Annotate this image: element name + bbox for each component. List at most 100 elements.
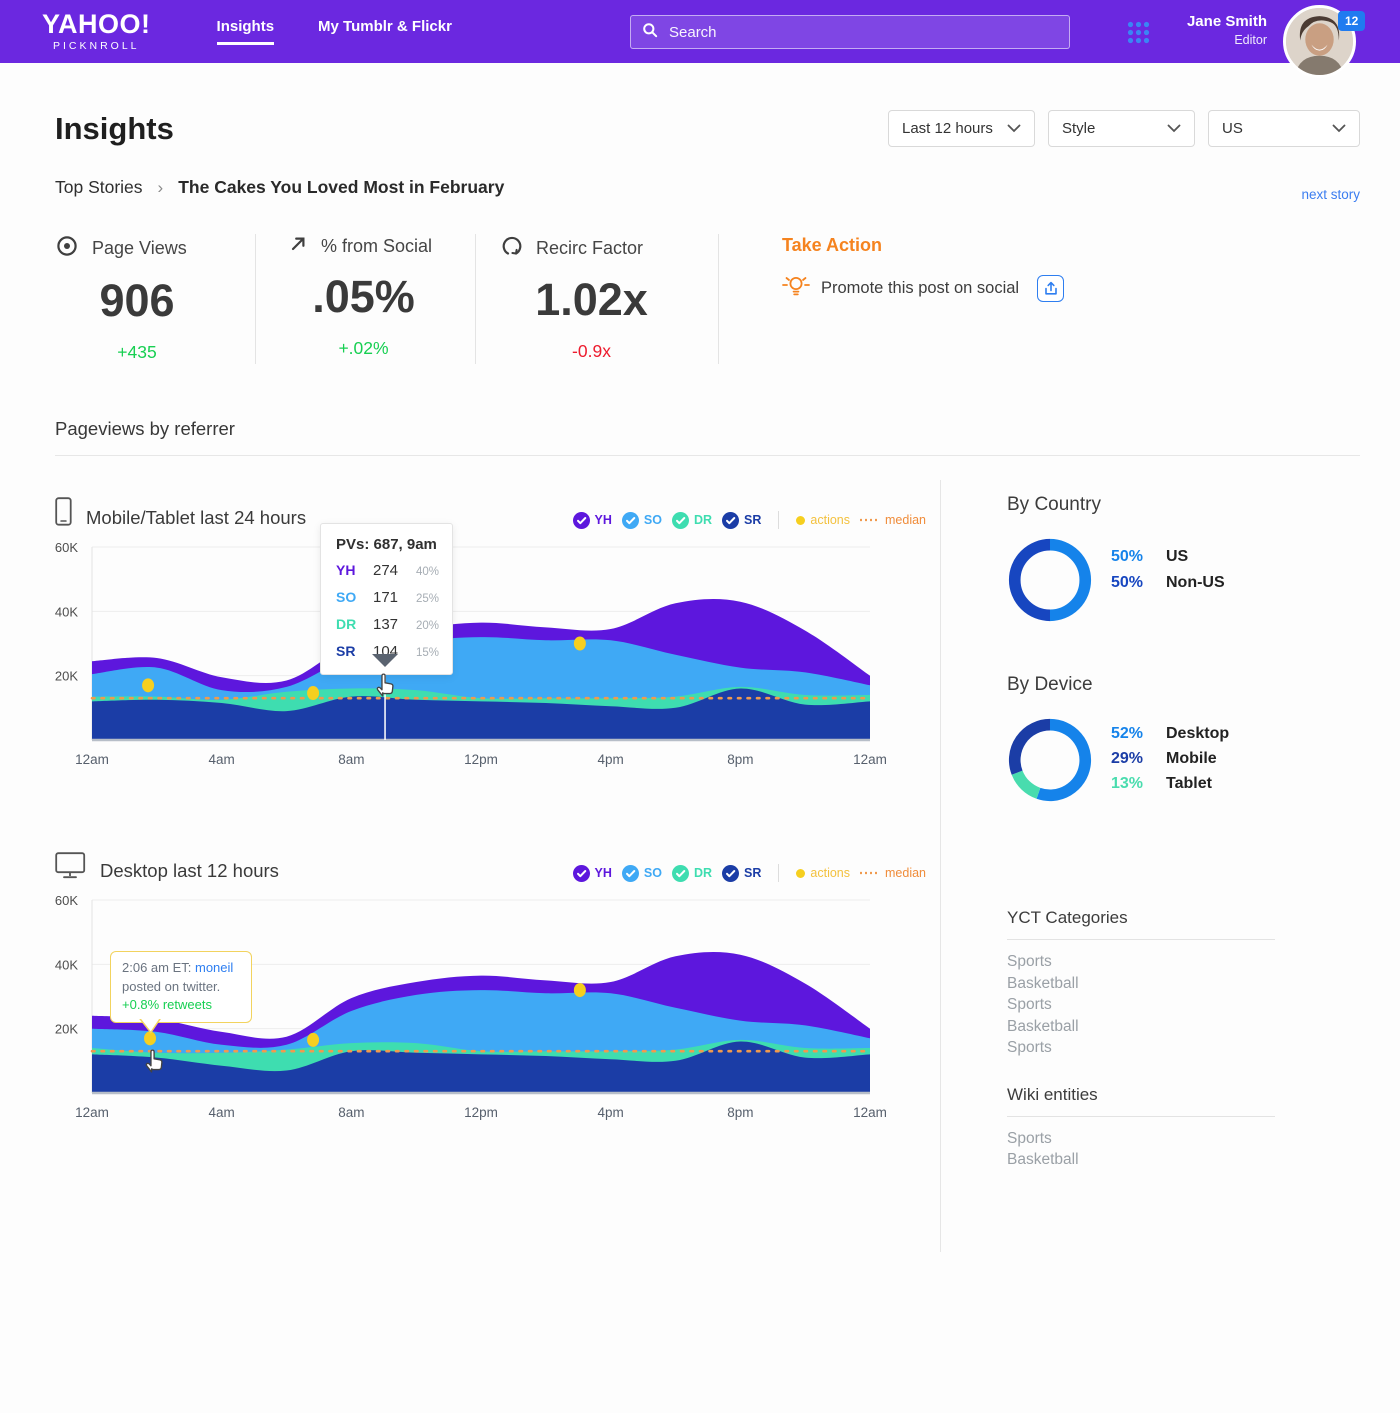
legend-toggle-sr[interactable]: SR bbox=[722, 864, 761, 882]
by-device-section: By Device 52% Desktop 29% Mobile 1 bbox=[1007, 674, 1360, 808]
section-divider bbox=[55, 455, 1360, 456]
action-dot[interactable] bbox=[144, 1031, 157, 1046]
by-country-section: By Country 50% US 50% Non-US bbox=[1007, 494, 1360, 628]
take-action-panel: Take Action Promote this post on social bbox=[782, 234, 1065, 302]
check-circle-icon bbox=[722, 511, 740, 529]
legend-separator bbox=[778, 511, 780, 529]
legend-label: median bbox=[885, 513, 926, 527]
list-item: Basketball bbox=[1007, 974, 1079, 992]
legend-toggle-so[interactable]: SO bbox=[621, 864, 662, 882]
median-dash-icon bbox=[860, 871, 880, 875]
search-input[interactable] bbox=[667, 22, 1058, 42]
metric-label: Page Views bbox=[92, 238, 187, 258]
legend-label: DR bbox=[693, 866, 713, 880]
area-SR bbox=[92, 1041, 870, 1093]
legend-label: DR bbox=[693, 513, 713, 527]
svg-text:40K: 40K bbox=[55, 604, 78, 619]
list-item: Sports bbox=[1007, 1129, 1052, 1147]
list-item: Basketball bbox=[1007, 1151, 1079, 1168]
legend-pct: 13% bbox=[1111, 775, 1144, 792]
svg-text:4am: 4am bbox=[209, 1105, 235, 1120]
charts-column: Mobile/Tablet last 24 hours YH SO DR SR acti… bbox=[55, 480, 940, 1252]
nav-insights[interactable]: Insights bbox=[216, 18, 275, 45]
legend-label: Non-US bbox=[1166, 574, 1225, 591]
svg-text:8pm: 8pm bbox=[727, 752, 753, 767]
list-item: Sports bbox=[1007, 1039, 1052, 1056]
svg-text:12pm: 12pm bbox=[464, 752, 498, 767]
share-button[interactable] bbox=[1037, 275, 1065, 302]
breadcrumb: Top Stories › The Cakes You Loved Most i… bbox=[55, 177, 1360, 202]
action-dot[interactable] bbox=[142, 678, 155, 693]
metric-delta: +435 bbox=[117, 342, 157, 362]
legend-actions[interactable]: actions bbox=[796, 513, 850, 527]
yahoo-logo[interactable]: YAHOO! PICKNROLL bbox=[42, 11, 151, 52]
metric-recirc-factor: Recirc Factor 1.02x -0.9x bbox=[501, 234, 719, 364]
search-box[interactable] bbox=[630, 15, 1070, 49]
chart-title: Desktop last 12 hours bbox=[100, 860, 279, 881]
phone-icon bbox=[55, 497, 72, 531]
action-dot[interactable] bbox=[307, 1032, 320, 1047]
tooltip-row: DR 137 20% bbox=[336, 616, 439, 633]
legend-toggle-sr[interactable]: SR bbox=[722, 511, 761, 529]
chevron-down-icon bbox=[1167, 124, 1181, 133]
svg-text:8am: 8am bbox=[338, 752, 364, 767]
avatar[interactable] bbox=[1283, 5, 1356, 78]
take-action-title: Take Action bbox=[782, 235, 883, 255]
legend-label: Mobile bbox=[1166, 750, 1217, 767]
country-donut-chart bbox=[1007, 537, 1093, 628]
legend-median[interactable]: median bbox=[860, 513, 926, 527]
style-dropdown[interactable]: Style bbox=[1048, 110, 1195, 147]
region-dropdown[interactable]: US bbox=[1208, 110, 1360, 147]
apps-grid-icon[interactable] bbox=[1127, 21, 1150, 49]
area-SR bbox=[92, 688, 870, 740]
notification-badge[interactable]: 12 bbox=[1338, 11, 1366, 31]
next-story-link[interactable]: next story bbox=[1301, 187, 1360, 202]
area-chart-canvas[interactable]: 20K 40K 60K 12am 4am 8am 12pm 4pm 8pm 12am bbox=[55, 535, 940, 778]
legend-toggle-so[interactable]: SO bbox=[621, 511, 662, 529]
user-block[interactable]: Jane Smith Editor bbox=[1187, 13, 1267, 47]
legend-label: SO bbox=[643, 513, 662, 527]
svg-text:12am: 12am bbox=[853, 1105, 887, 1120]
svg-text:12am: 12am bbox=[853, 752, 887, 767]
legend-toggle-dr[interactable]: DR bbox=[671, 511, 713, 529]
desktop-icon bbox=[55, 852, 86, 884]
hand-cursor-icon bbox=[143, 1047, 166, 1079]
region-value: US bbox=[1222, 120, 1243, 137]
annotation-user-link[interactable]: moneil bbox=[195, 960, 234, 975]
yct-categories-section: YCT Categories Sports Basketball Sports Bas… bbox=[1007, 908, 1275, 1059]
metrics-row: Page Views 906 +435 % from Social .05% +… bbox=[55, 234, 1360, 364]
svg-text:60K: 60K bbox=[55, 893, 78, 908]
legend-label: median bbox=[885, 866, 926, 880]
svg-text:8pm: 8pm bbox=[727, 1105, 753, 1120]
chart-legend: YH SO DR SR actions median bbox=[572, 864, 940, 882]
action-dot[interactable] bbox=[573, 983, 586, 998]
nav-tumblr-flickr[interactable]: My Tumblr & Flickr bbox=[318, 18, 452, 35]
right-sidebar: By Country 50% US 50% Non-US bbox=[941, 480, 1360, 1252]
area-chart-canvas[interactable]: 20K 40K 60K 12am 4am 8am 12pm 4pm 8pm 12am bbox=[55, 888, 940, 1131]
check-circle-icon bbox=[671, 511, 689, 529]
svg-text:12pm: 12pm bbox=[464, 1105, 498, 1120]
legend-median[interactable]: median bbox=[860, 866, 926, 880]
filters: Last 12 hours Style US bbox=[888, 110, 1360, 147]
legend-actions[interactable]: actions bbox=[796, 866, 850, 880]
tooltip-pointer bbox=[372, 654, 398, 667]
page-title: Insights bbox=[55, 110, 174, 146]
svg-text:60K: 60K bbox=[55, 540, 78, 555]
legend-toggle-yh[interactable]: YH bbox=[572, 864, 612, 882]
breadcrumb-root[interactable]: Top Stories bbox=[55, 177, 143, 197]
check-circle-icon bbox=[621, 864, 639, 882]
svg-text:12am: 12am bbox=[75, 1105, 109, 1120]
legend-row-desktop: 52% Desktop bbox=[1111, 721, 1229, 746]
action-dot[interactable] bbox=[573, 636, 586, 651]
action-dot[interactable] bbox=[307, 686, 320, 701]
legend-toggle-yh[interactable]: YH bbox=[572, 511, 612, 529]
legend-label: US bbox=[1166, 548, 1189, 565]
chart-title: Mobile/Tablet last 24 hours bbox=[86, 507, 307, 528]
time-range-dropdown[interactable]: Last 12 hours bbox=[888, 110, 1035, 147]
legend-toggle-dr[interactable]: DR bbox=[671, 864, 713, 882]
legend-row-mobile: 29% Mobile bbox=[1111, 746, 1229, 771]
legend-label: Desktop bbox=[1166, 725, 1230, 742]
metric-value: 1.02x bbox=[535, 274, 648, 325]
svg-text:4pm: 4pm bbox=[598, 1105, 624, 1120]
donut-segment-tablet bbox=[1011, 770, 1041, 799]
